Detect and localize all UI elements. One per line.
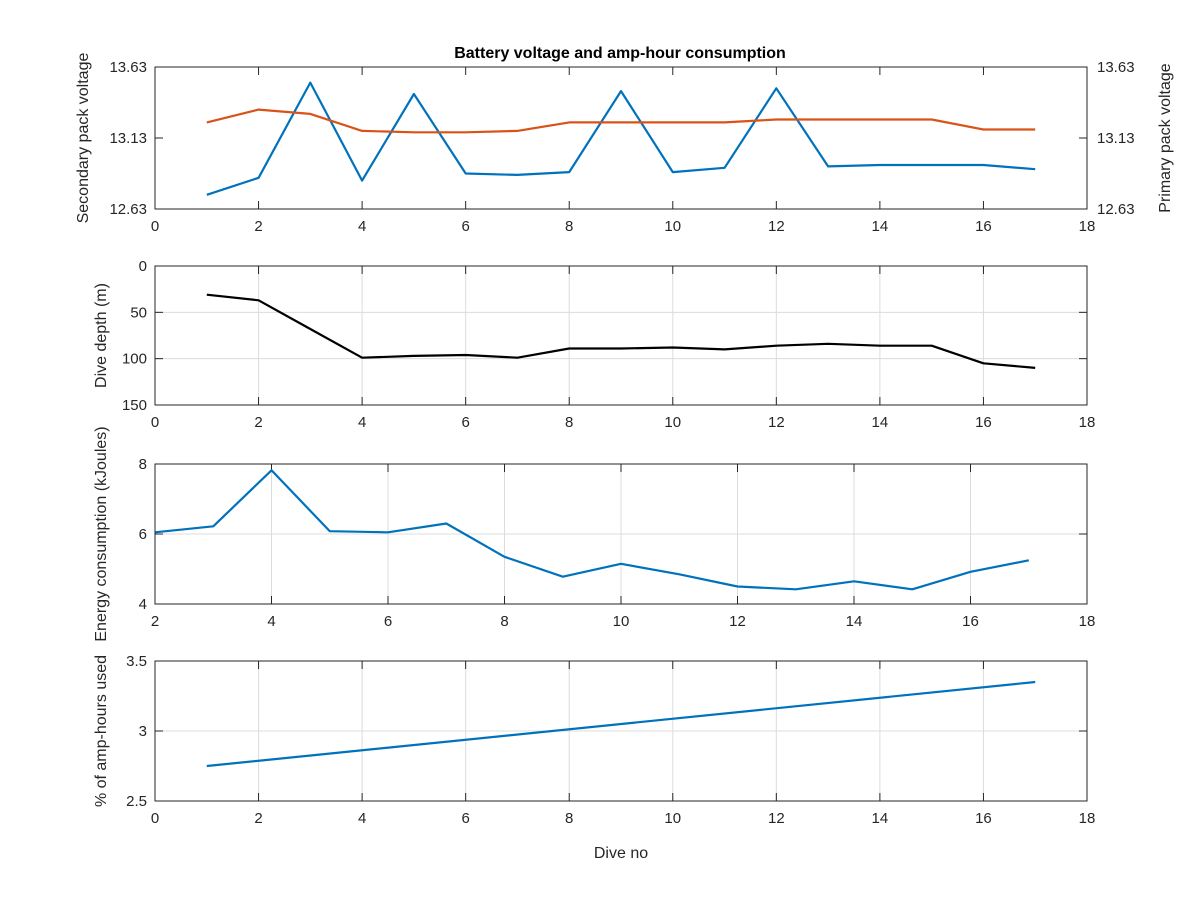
x-tick-label: 8 [565,414,573,431]
y-tick-label-right: 13.63 [1097,59,1135,76]
y-tick-label-right: 12.63 [1097,201,1135,218]
x-tick-label: 18 [1079,810,1096,827]
x-axis-label: Dive no [594,845,648,862]
x-tick-label: 10 [664,218,681,235]
y-tick-label: 0 [139,258,147,275]
x-tick-label: 18 [1079,218,1096,235]
x-tick-label: 14 [872,810,889,827]
panel-voltage: Battery voltage and amp-hour consumption… [75,45,1174,235]
y-axis-label: Energy consumption (kJoules) [93,426,110,641]
x-tick-label: 12 [729,613,746,630]
x-tick-label: 8 [565,218,573,235]
x-tick-label: 16 [975,810,992,827]
x-tick-label: 8 [500,613,508,630]
y-tick-label: 100 [122,351,147,368]
x-tick-label: 0 [151,414,159,431]
x-tick-label: 2 [254,810,262,827]
x-tick-label: 16 [962,613,979,630]
x-tick-label: 2 [151,613,159,630]
y-tick-label: 3.5 [126,653,147,670]
x-tick-label: 6 [461,810,469,827]
x-tick-label: 2 [254,414,262,431]
x-tick-label: 4 [358,414,366,431]
x-tick-label: 16 [975,414,992,431]
y-tick-label: 8 [139,456,147,473]
x-tick-label: 10 [613,613,630,630]
y-tick-label: 13.13 [109,130,147,147]
panel-depth: 0 2 4 6 8 10 12 14 16 18 0 50 100 150 Dive depth (m) [93,258,1095,431]
series-line-0 [206,293,1036,369]
x-tick-label: 2 [254,218,262,235]
chart-title: Battery voltage and amp-hour consumption [454,45,786,62]
x-tick-label: 12 [768,810,785,827]
y-tick-label-right: 13.13 [1097,130,1135,147]
x-tick-label: 6 [461,218,469,235]
panel-amphours: 0 2 4 6 8 10 12 14 16 18 2.5 3 3.5 % of amp-hours us… [93,653,1095,862]
y-tick-label: 12.63 [109,201,147,218]
y-tick-label: 3 [139,723,147,740]
x-tick-label: 14 [872,414,889,431]
axes-frame [154,660,1088,802]
x-tick-label: 16 [975,218,992,235]
x-tick-label: 4 [358,218,366,235]
y-tick-label: 150 [122,397,147,414]
x-tick-label: 4 [267,613,275,630]
x-tick-label: 18 [1079,613,1096,630]
x-tick-label: 14 [872,218,889,235]
y-tick-label: 6 [139,526,147,543]
axes-frame [154,463,1088,605]
x-tick-label: 0 [151,218,159,235]
x-tick-label: 18 [1079,414,1096,431]
x-tick-label: 10 [664,810,681,827]
x-tick-label: 8 [565,810,573,827]
series-line-0 [154,469,1030,591]
axes-frame [154,265,1088,406]
x-tick-label: 12 [768,218,785,235]
y-tick-label: 50 [130,304,147,321]
y-axis-label: Dive depth (m) [93,283,110,388]
y-axis-label-left: Secondary pack voltage [75,53,92,224]
x-tick-label: 12 [768,414,785,431]
x-tick-label: 6 [461,414,469,431]
x-tick-label: 4 [358,810,366,827]
y-tick-label: 4 [139,596,147,613]
y-axis-label-right: Primary pack voltage [1157,63,1174,212]
axes-frame [154,66,1088,210]
y-tick-label: 2.5 [126,793,147,810]
x-tick-label: 0 [151,810,159,827]
x-tick-label: 10 [664,414,681,431]
y-tick-label: 13.63 [109,59,147,76]
series-line-right [206,108,1036,134]
x-tick-label: 6 [384,613,392,630]
series-line-left [206,81,1036,196]
x-tick-label: 14 [846,613,863,630]
series-line-0 [206,680,1036,768]
y-axis-label: % of amp-hours used [93,655,110,807]
